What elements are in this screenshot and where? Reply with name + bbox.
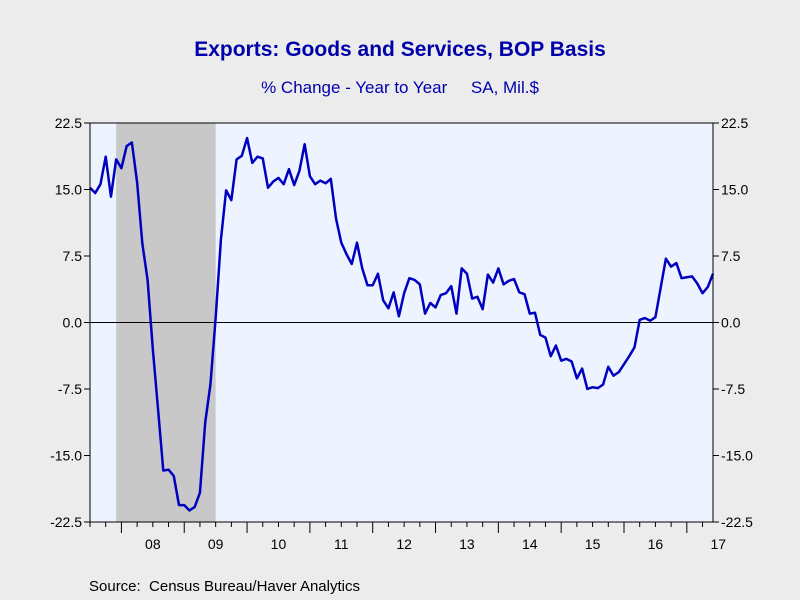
series-line — [89, 136, 715, 512]
y-tick-label-right: 22.5 — [721, 115, 748, 131]
y-axis-ticks: 22.5 22.5 15.0 15.0 7.5 7.5 0.0 0.0 -7.5 -7.5 -15.… — [50, 115, 753, 530]
x-tick-label: 17 — [710, 536, 726, 552]
y-tick-label-right: 15.0 — [721, 182, 748, 198]
y-tick-label-right: -22.5 — [721, 514, 753, 530]
chart-title: Exports: Goods and Services, BOP Basis — [194, 38, 606, 61]
y-tick-label-left: 7.5 — [63, 248, 83, 264]
x-tick-label: 09 — [208, 536, 224, 552]
y-tick-label-left: 0.0 — [63, 315, 83, 331]
y-tick-label-left: -7.5 — [58, 381, 82, 397]
y-tick-label-right: 7.5 — [721, 248, 741, 264]
y-tick-label-right: 0.0 — [721, 315, 741, 331]
y-tick-label-left: 22.5 — [55, 115, 82, 131]
x-tick-label: 11 — [334, 536, 349, 552]
y-tick-label-left: 15.0 — [55, 182, 82, 198]
y-tick-label-left: -22.5 — [50, 514, 82, 530]
x-axis-ticks: 08 09 10 11 12 13 14 15 16 17 — [89, 522, 726, 552]
series-group — [89, 136, 715, 512]
x-tick-label: 10 — [271, 536, 287, 552]
plot-frame — [89, 122, 714, 523]
x-tick-label: 14 — [522, 536, 538, 552]
x-tick-label: 12 — [396, 536, 412, 552]
x-tick-label: 16 — [648, 536, 664, 552]
source-note: Source: Census Bureau/Haver Analytics — [89, 578, 360, 595]
x-tick-label: 13 — [459, 536, 475, 552]
chart-subtitle: % Change - Year to Year SA, Mil.$ — [261, 78, 539, 97]
y-tick-label-right: -15.0 — [721, 448, 753, 464]
y-tick-label-right: -7.5 — [721, 381, 745, 397]
y-tick-label-left: -15.0 — [50, 448, 82, 464]
x-tick-label: 15 — [585, 536, 601, 552]
x-tick-label: 08 — [145, 536, 161, 552]
